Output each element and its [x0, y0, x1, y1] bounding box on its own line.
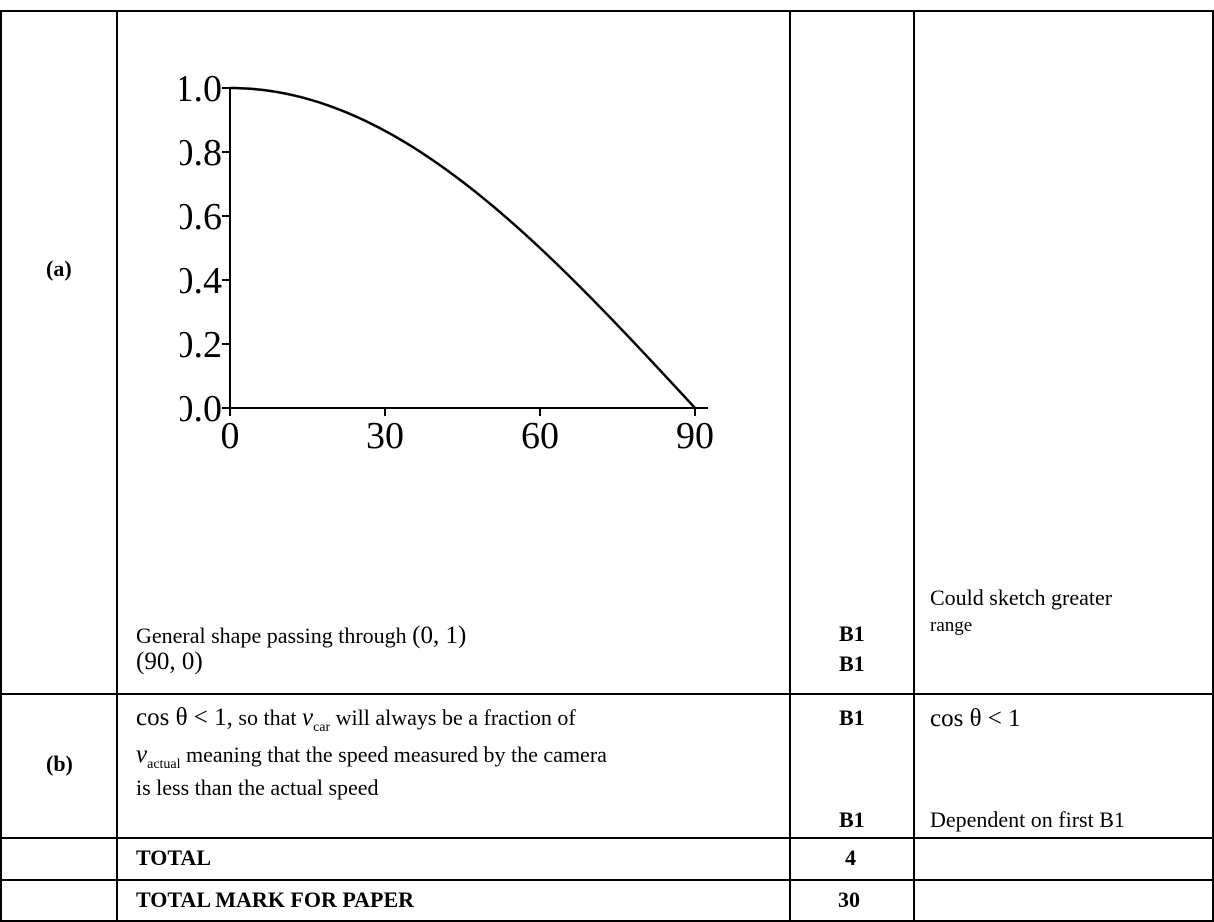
text-so-that: so that	[238, 705, 297, 730]
v-symbol: v	[301, 704, 314, 731]
y-tick-label: 0.8	[180, 132, 222, 174]
part-b-mark-1: B1	[839, 705, 865, 730]
part-b-label: (b)	[46, 751, 73, 776]
y-tick-label: 1.0	[180, 68, 222, 110]
row-divider	[0, 837, 1214, 839]
column-divider	[913, 10, 915, 922]
point-90-0: (90, 0)	[136, 648, 203, 675]
table-border-right	[1212, 10, 1214, 922]
table-border-left	[0, 10, 2, 922]
table-border-bottom	[0, 920, 1214, 922]
row-divider	[0, 879, 1214, 881]
y-tick-label: 0.0	[180, 388, 222, 430]
v-symbol: v	[136, 741, 148, 768]
part-b-line-3: is less than the actual speed	[136, 775, 379, 800]
row-divider	[0, 693, 1214, 695]
table-border-top	[0, 10, 1214, 12]
cosine-graph: 0.0 0.2 0.4 0.6 0.8 1.0 0 30 60 90	[180, 68, 714, 457]
x-tick-label: 30	[366, 415, 404, 457]
part-a-mark-2: B1	[839, 651, 865, 676]
part-b-line-2: vactual meaning that the speed measured …	[136, 741, 607, 773]
x-tick-label: 0	[221, 415, 240, 457]
total-mark: 4	[845, 845, 856, 870]
part-b-guidance-2: Dependent on first B1	[930, 807, 1125, 832]
y-tick-label: 0.6	[180, 196, 222, 238]
criterion-text: General shape passing through	[136, 623, 407, 648]
column-divider	[789, 10, 791, 922]
part-a-guidance-line-1: Could sketch greater	[930, 585, 1113, 610]
total-label: TOTAL	[136, 845, 211, 870]
point-0-1: (0, 1)	[412, 622, 467, 649]
cosine-curve	[229, 86, 696, 409]
subscript-car: car	[313, 720, 331, 735]
part-a-criterion-1: General shape passing through (0, 1)	[136, 622, 466, 650]
part-a-label: (a)	[46, 256, 72, 281]
x-tick-label: 60	[521, 415, 559, 457]
text-fraction: will always be a fraction of	[335, 705, 576, 730]
x-tick-label: 90	[676, 415, 714, 457]
column-divider	[116, 10, 118, 922]
text-meaning: meaning that the speed measured by the c…	[186, 742, 607, 767]
part-b-mark-2: B1	[839, 807, 865, 832]
y-tick-label: 0.4	[180, 260, 222, 302]
y-tick-label: 0.2	[180, 324, 222, 366]
subscript-actual: actual	[147, 757, 181, 772]
part-a-guidance-line-2: range	[930, 615, 973, 636]
part-a-mark-1: B1	[839, 621, 865, 646]
part-b-line-1: cos θ < 1, so that vcar will always be a…	[136, 704, 576, 736]
paper-total-mark: 30	[838, 887, 860, 912]
part-b-guidance-1: cos θ < 1	[930, 705, 1021, 732]
paper-total-label: TOTAL MARK FOR PAPER	[136, 887, 415, 912]
cos-inequality: cos θ < 1,	[136, 704, 233, 731]
